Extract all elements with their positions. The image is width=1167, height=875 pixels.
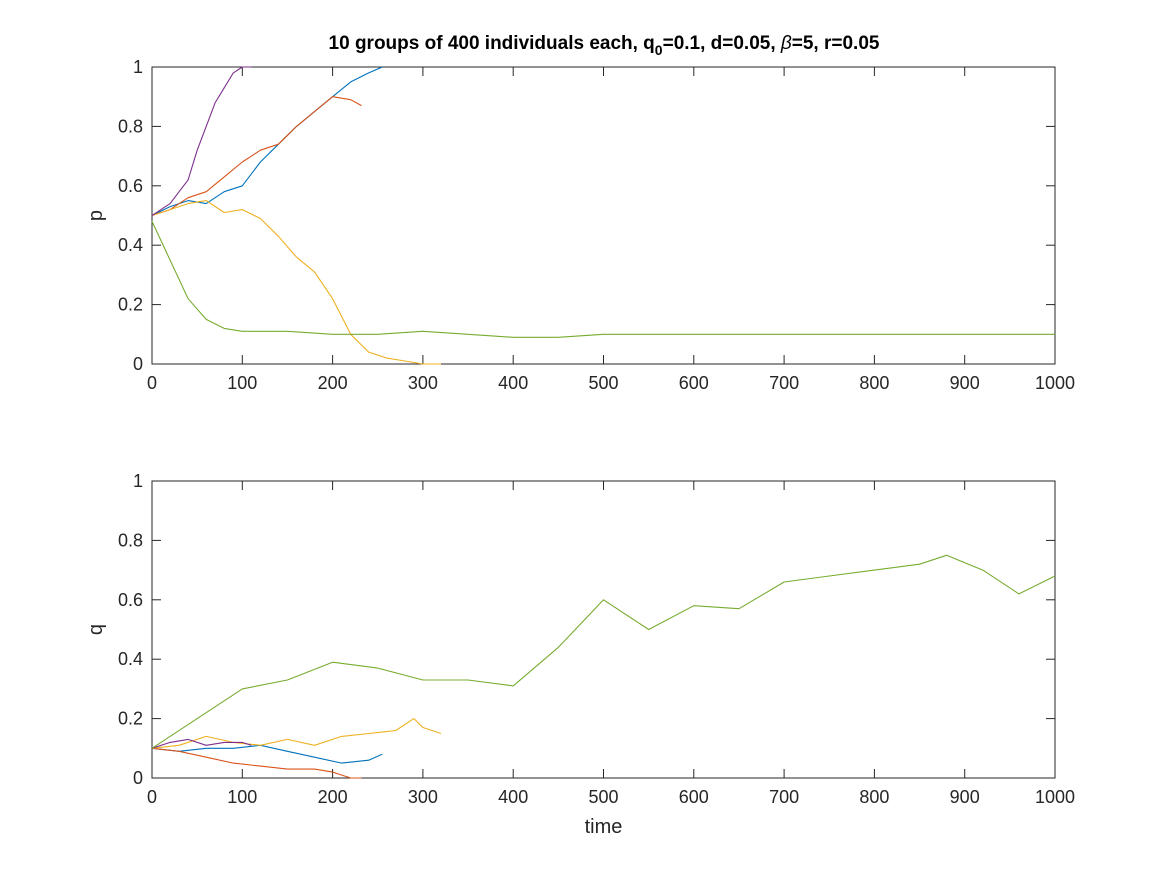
q-y-tick-label: 1: [133, 471, 143, 491]
p-x-tick-label: 600: [679, 373, 709, 393]
q-x-tick-label: 700: [769, 787, 799, 807]
p-x-tick-label: 900: [950, 373, 980, 393]
p-y-tick-label: 0: [133, 354, 143, 374]
p-x-tick-label: 0: [147, 373, 157, 393]
title-rest-1: =0.1, d=0.05,: [663, 33, 781, 54]
p-y-tick-label: 1: [133, 57, 143, 77]
p-x-tick-label: 500: [588, 373, 618, 393]
q-x-tick-label: 800: [859, 787, 889, 807]
q-x-tick-label: 100: [227, 787, 257, 807]
p-plot-box: [151, 66, 1056, 365]
p-y-axis-label: p: [85, 210, 107, 221]
figure-title: 10 groups of 400 individuals each, q0=0.…: [329, 33, 880, 58]
q-x-tick-label: 400: [498, 787, 528, 807]
q-x-tick-label: 600: [679, 787, 709, 807]
q-x-axis-label: time: [585, 816, 623, 838]
p-y-tick-label: 0.4: [118, 235, 143, 255]
title-main: 10 groups of 400 individuals each, q: [329, 33, 655, 54]
q-axes: 0 100 200 300 400 500 600 700 800 900 1000 0 0.2 0.4 0…: [85, 471, 1075, 838]
p-series-line-1: [151, 66, 383, 216]
q-y-axis-label: q: [85, 624, 107, 635]
p-x-tick-label: 100: [227, 373, 257, 393]
q-plot-box: [151, 480, 1056, 779]
q-series-line-4: [151, 738, 252, 749]
q-series-line-3: [151, 718, 442, 749]
q-y-tick-label: 0.4: [118, 649, 143, 669]
q-series-line-2: [151, 747, 362, 779]
q-x-tick-label: 1000: [1035, 787, 1075, 807]
p-x-tick-label: 800: [859, 373, 889, 393]
q-x-tick-label: 200: [318, 787, 348, 807]
q-y-tick-label: 0.8: [118, 530, 143, 550]
q-y-tick-label: 0.6: [118, 590, 143, 610]
p-x-tick-label: 300: [408, 373, 438, 393]
q-x-tick-label: 900: [950, 787, 980, 807]
q-series-line-1: [151, 744, 383, 764]
p-x-tick-label: 700: [769, 373, 799, 393]
p-y-tick-label: 0.8: [118, 116, 143, 136]
p-x-tick-label: 1000: [1035, 373, 1075, 393]
p-series-line-5: [151, 221, 1055, 338]
q-x-tick-label: 0: [147, 787, 157, 807]
q-y-tick-label: 0.2: [118, 709, 143, 729]
p-y-tick-label: 0.6: [118, 176, 143, 196]
q-series-line-5: [151, 554, 1056, 749]
title-rest-2: =5, r=0.05: [792, 33, 880, 54]
q-x-tick-label: 500: [588, 787, 618, 807]
p-x-tick-label: 200: [318, 373, 348, 393]
p-series-line-3: [151, 200, 441, 365]
p-x-tick-label: 400: [498, 373, 528, 393]
q-y-tick-label: 0: [133, 768, 143, 788]
title-beta: β: [780, 33, 792, 54]
p-y-tick-label: 0.2: [118, 295, 143, 315]
p-series-line-4: [151, 66, 252, 216]
p-series-line-2: [151, 96, 362, 217]
p-axes: 0 100 200 300 400 500 600 700 800 900 1000 0 0.2 0.4 0…: [85, 57, 1075, 393]
q-x-tick-label: 300: [408, 787, 438, 807]
title-subscript: 0: [655, 42, 663, 58]
